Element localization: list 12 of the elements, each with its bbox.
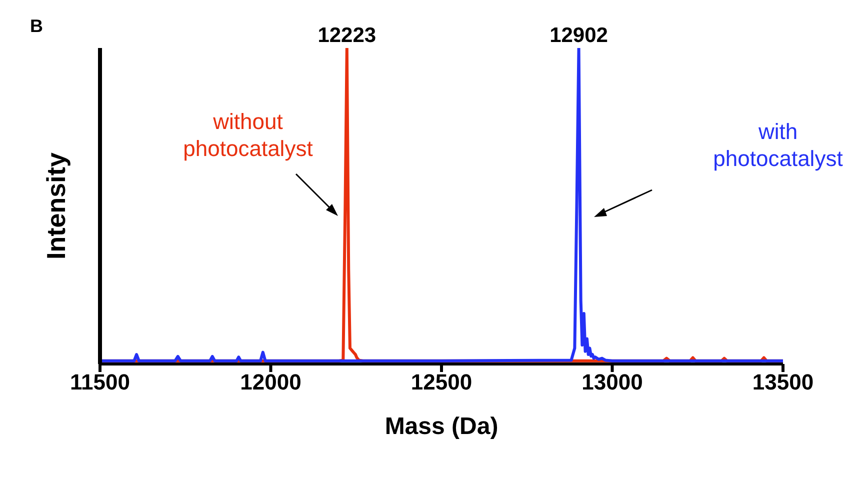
x-tick-label: 13000 [582,370,643,395]
y-axis-title: Intensity [41,152,72,260]
annotation: 12223 [318,24,376,47]
annotation: 12902 [550,24,608,47]
series-label: without photocatalyst [182,108,314,162]
x-axis-title: Mass (Da) [384,413,498,440]
x-tick-label: 13500 [752,370,814,395]
x-tick-label: 11500 [70,370,130,395]
x-tick-label: 12000 [240,370,302,395]
x-tick-label: 12500 [410,370,472,395]
text: B [30,16,43,37]
text: with photocatalyst [712,118,844,172]
